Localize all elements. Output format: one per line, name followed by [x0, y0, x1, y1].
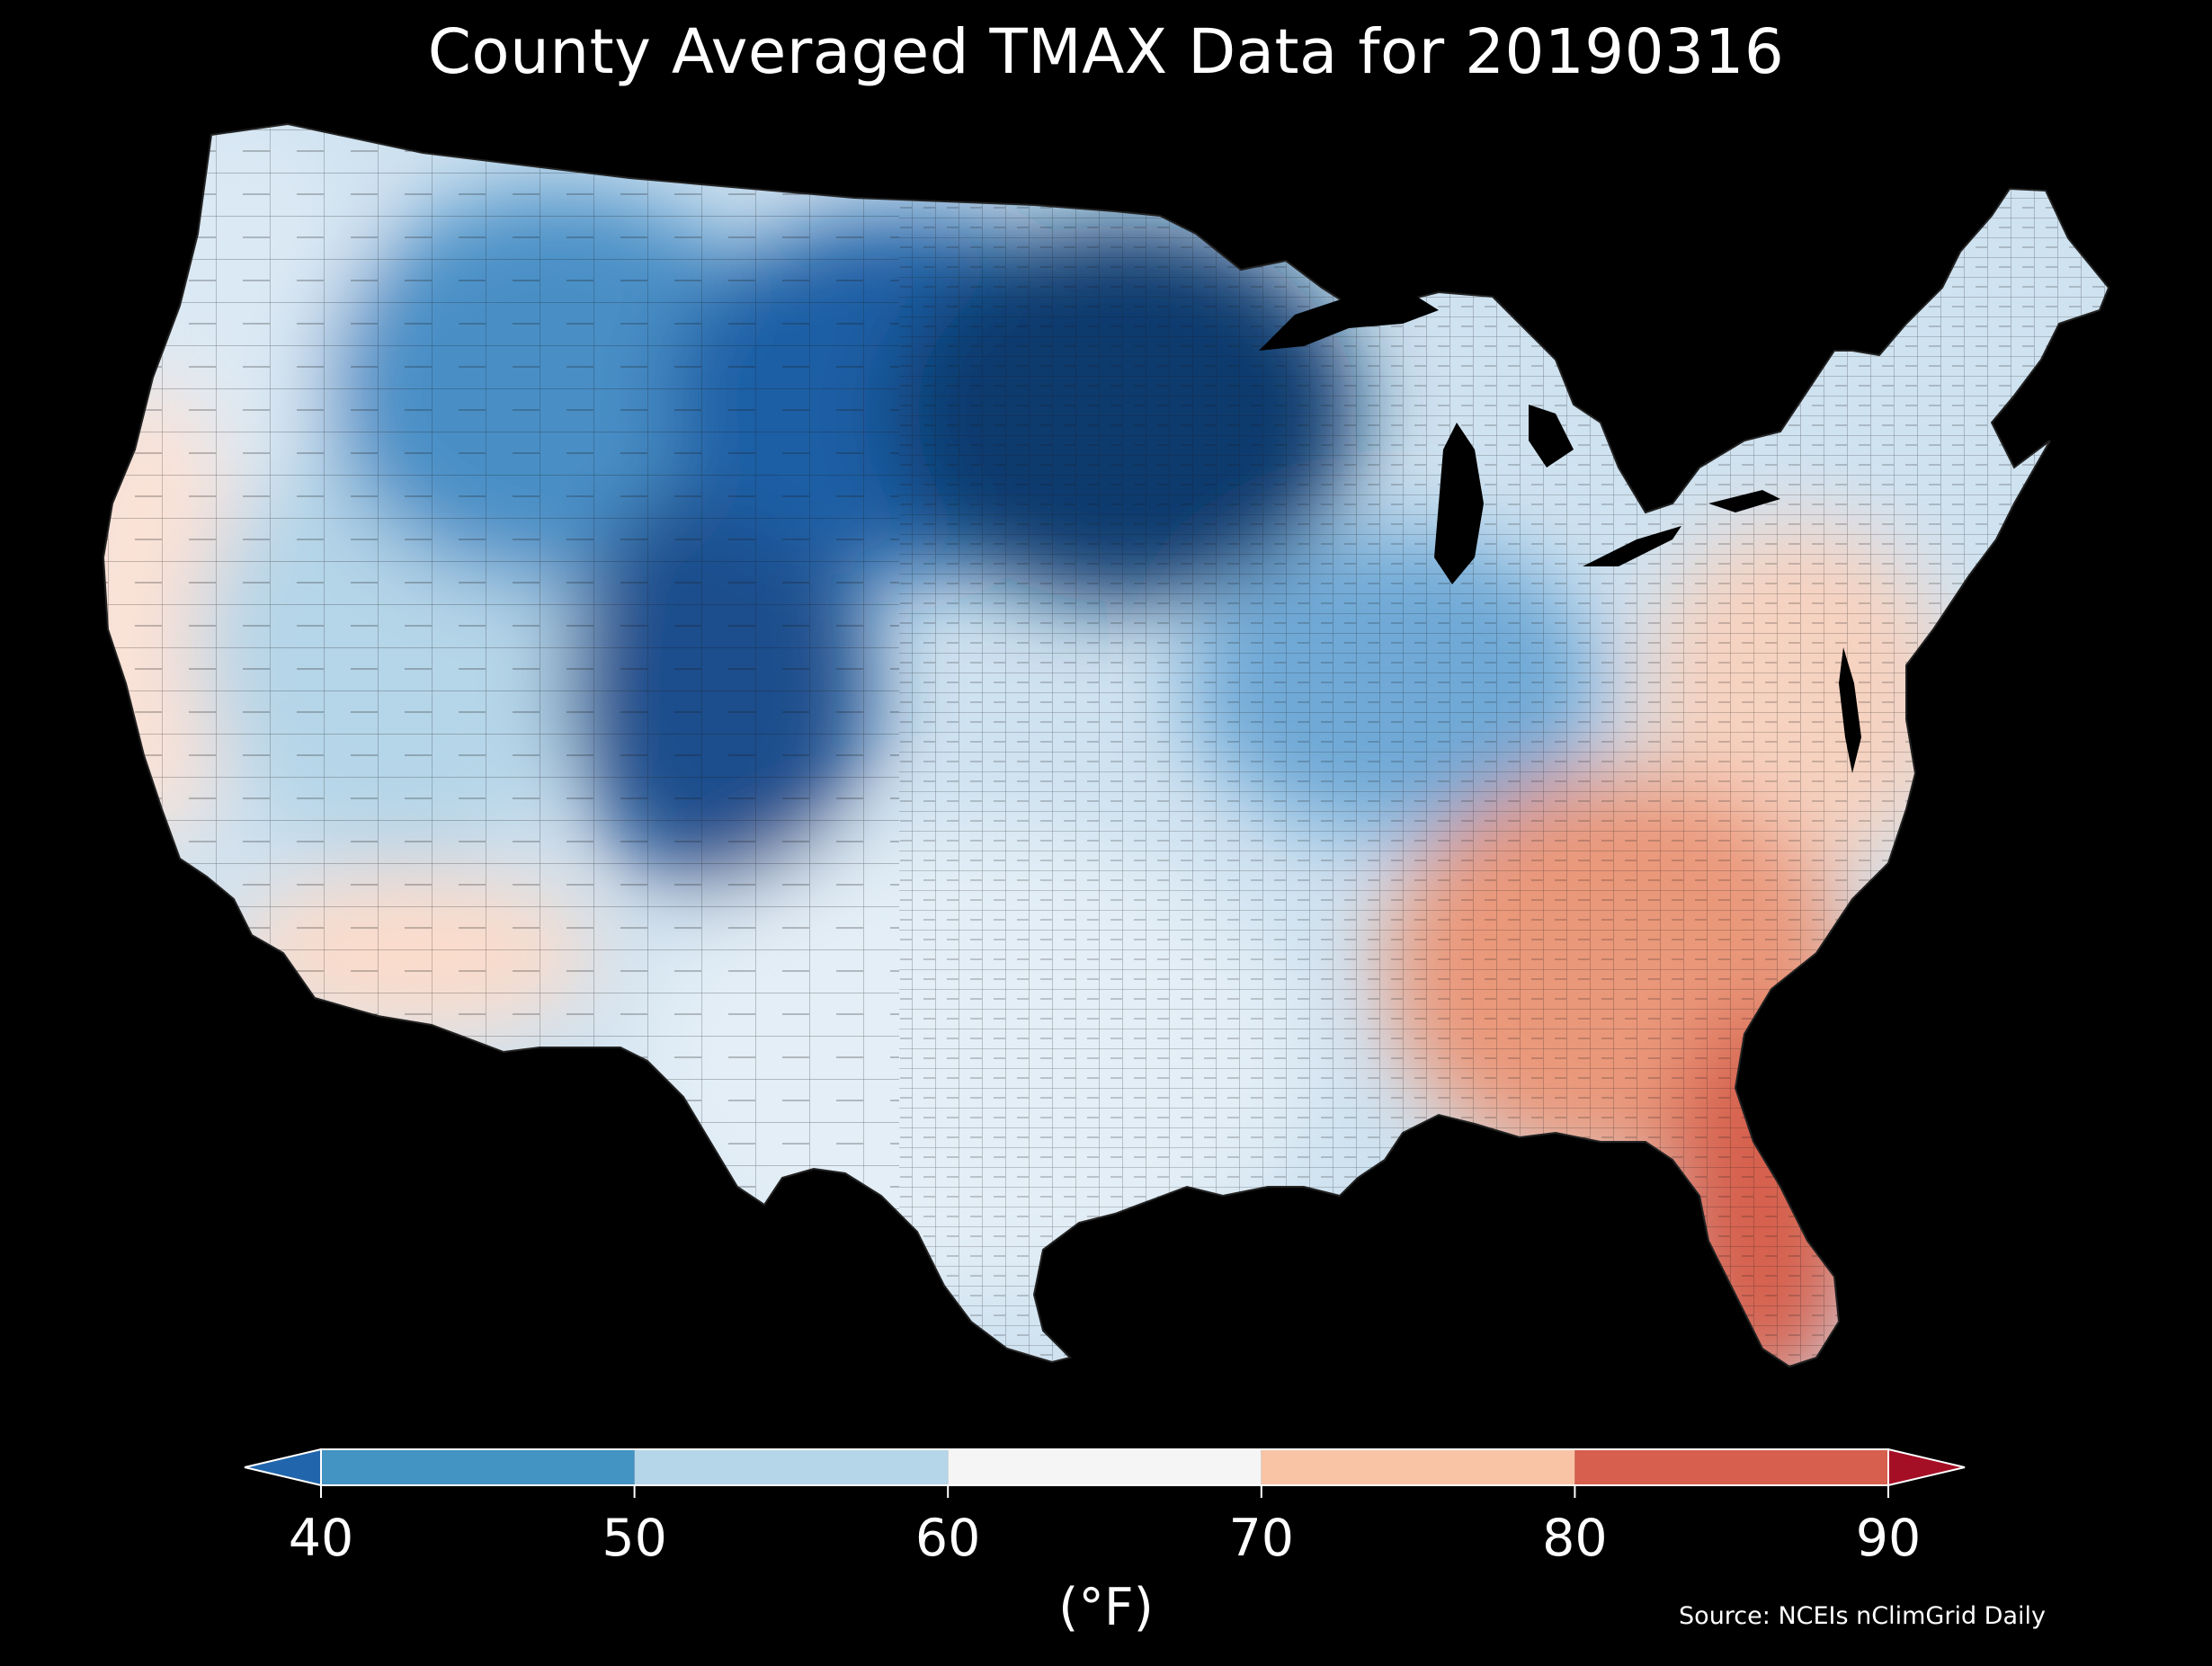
colorbar-tick-label: 40 [288, 1509, 354, 1568]
colorbar-bin [321, 1449, 635, 1485]
colorbar-tick-label: 70 [1228, 1509, 1295, 1568]
map-title: County Averaged TMAX Data for 20190316 [427, 16, 1785, 88]
colorbar-tick-label: 60 [914, 1509, 981, 1568]
source-credit: Source: NCEIs nClimGrid Daily [1679, 1602, 2046, 1630]
colorbar-tick-label: 80 [1542, 1509, 1608, 1568]
colorbar-extend-low [244, 1448, 322, 1487]
lake-huron [1529, 405, 1574, 468]
colorbar-bin [948, 1449, 1262, 1485]
colorbar-bin [634, 1449, 949, 1485]
colorbar-bin [1574, 1449, 1888, 1485]
lake-superior [1259, 288, 1439, 351]
colorbar-unit-label: (°F) [1058, 1578, 1154, 1637]
colorbar [244, 1448, 1966, 1498]
colorbar-tick-label: 50 [602, 1509, 667, 1568]
colorbar-tick-label: 90 [1855, 1509, 1922, 1568]
colorbar-bin [1261, 1449, 1575, 1485]
lake-erie [1583, 526, 1681, 566]
chesapeake-bay [1839, 647, 1861, 773]
us-county-map [102, 122, 2110, 1368]
colorbar-extend-high [1887, 1448, 1966, 1487]
lake-ontario [1708, 490, 1780, 512]
lake-michigan [1434, 423, 1484, 584]
